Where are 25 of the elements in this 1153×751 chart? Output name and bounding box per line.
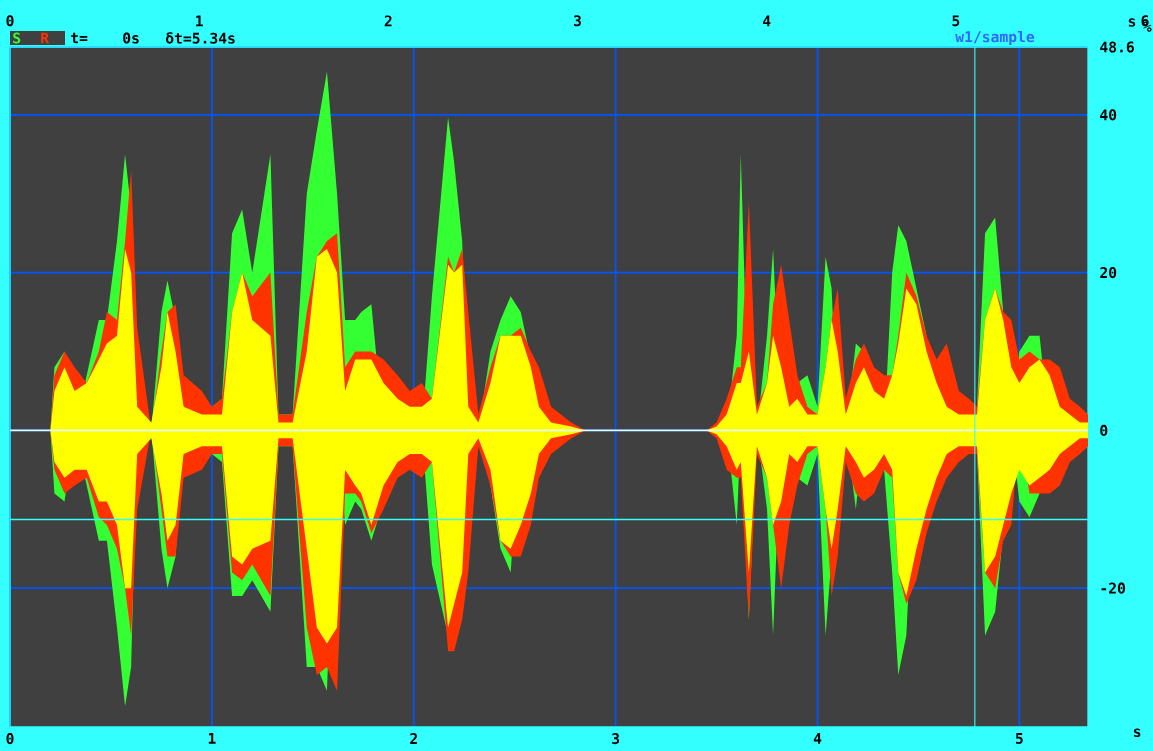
x2-tick-label: 0: [6, 15, 14, 27]
x-tick-label: 3: [612, 733, 620, 745]
x2-tick-label: 3: [573, 15, 581, 27]
text: w1/sample: [955, 30, 1035, 46]
x2-tick-label: 4: [762, 15, 771, 27]
x2-tick-label: 2: [384, 15, 392, 27]
x2-tick-label: 1: [196, 15, 203, 27]
x-axis-title: s: [1133, 728, 1141, 738]
y-tick-label: 20: [1100, 267, 1117, 279]
text: R: [41, 32, 50, 44]
x-tick-label: 5: [1015, 733, 1023, 744]
y-tick-label: 0: [1100, 424, 1108, 436]
text: 0s: [123, 32, 139, 44]
x-tick-label: 1: [208, 733, 216, 744]
y-tick-label: -20: [1101, 582, 1125, 594]
x-tick-label: 2: [410, 733, 417, 744]
x-tick-label: 4: [813, 733, 822, 744]
y-tick-label: 48.6: [1100, 41, 1134, 53]
x2-tick-label: 5: [952, 15, 960, 27]
text: t=: [71, 32, 88, 44]
x-tick-label: 0: [6, 733, 14, 745]
x2-axis-title: s: [1128, 18, 1136, 27]
y-tick-label: 40: [1100, 109, 1117, 121]
text: S: [13, 32, 21, 44]
text: δt=5.34s: [165, 32, 235, 44]
